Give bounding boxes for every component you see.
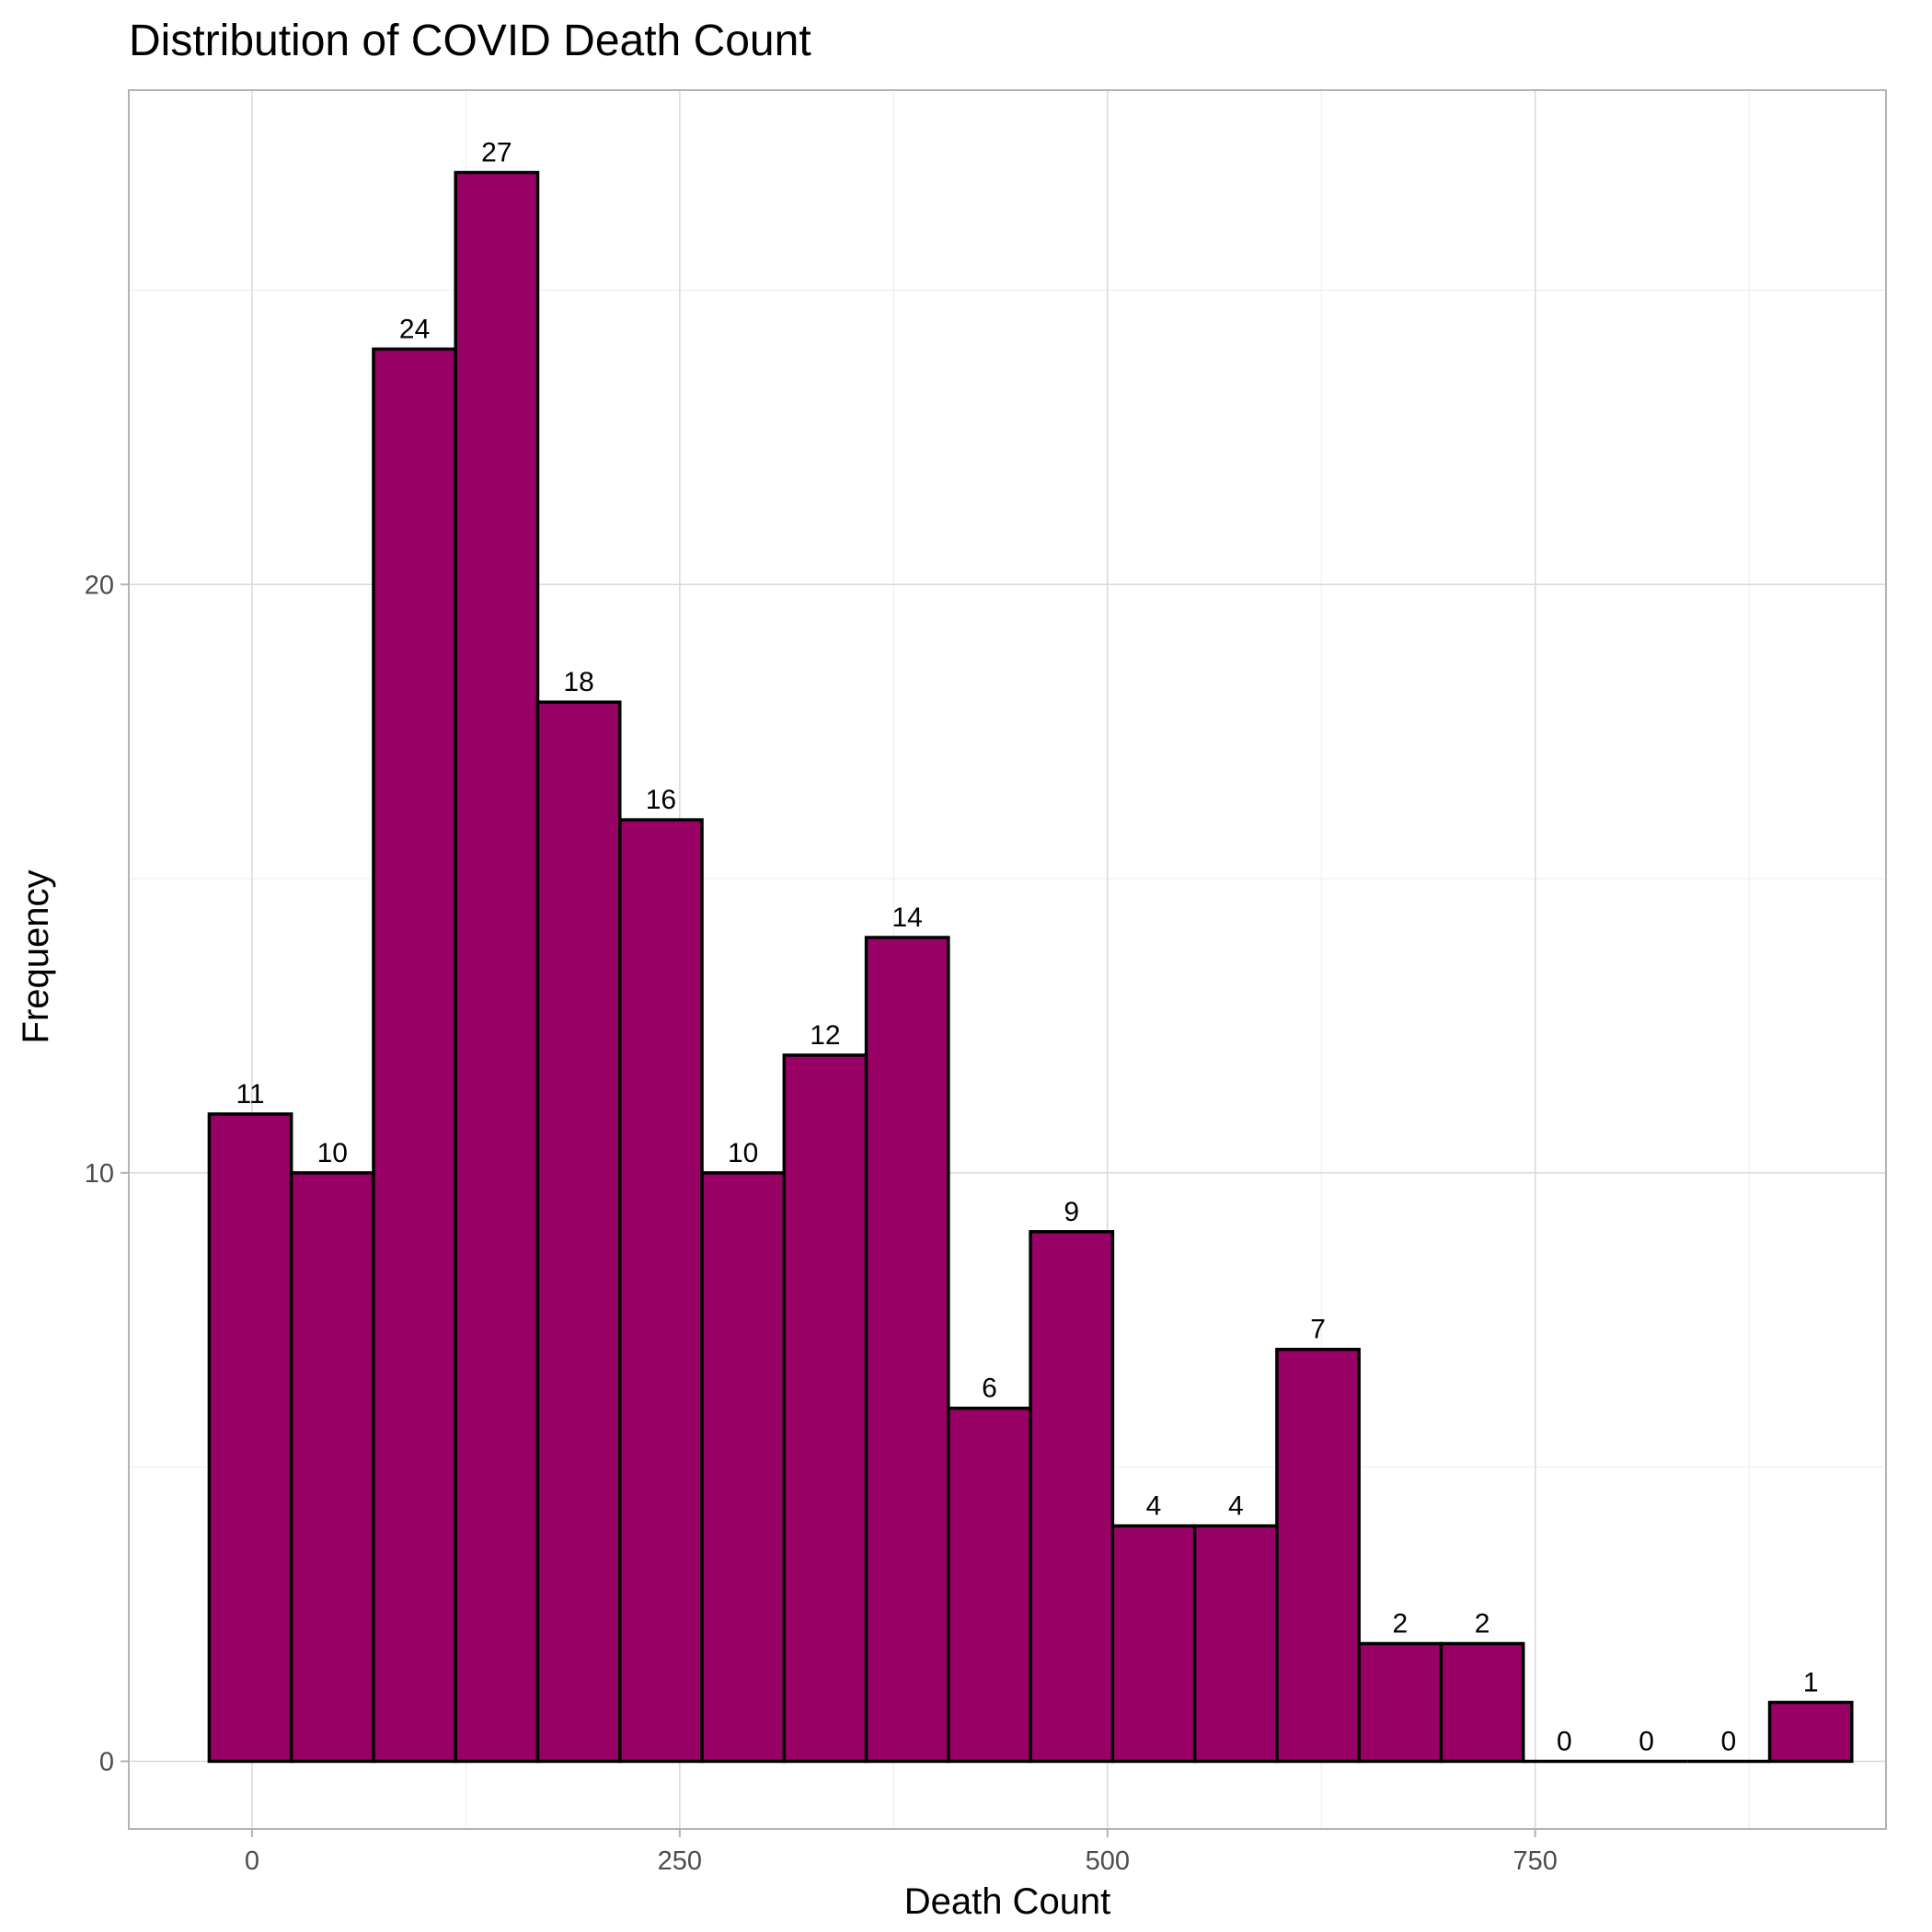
histogram-bar: [618, 818, 704, 1764]
bar-value-label: 6: [982, 1374, 997, 1404]
histogram-bar: [289, 1171, 375, 1764]
axis-ticks: 0 250 500 750 0 10 20: [85, 570, 1558, 1876]
bar-value-label: 27: [481, 138, 512, 168]
bar-value-label: 2: [1475, 1609, 1490, 1639]
bar-value-label: 24: [399, 314, 430, 344]
histogram-bar: [1029, 1230, 1115, 1764]
bar-value-label: 10: [317, 1138, 348, 1168]
x-tick-label: 500: [1086, 1846, 1130, 1876]
histogram-bar: [1767, 1700, 1854, 1764]
y-tick-label: 0: [99, 1747, 114, 1777]
histogram-bar: [535, 700, 622, 1764]
bar-value-label: 1: [1803, 1667, 1819, 1697]
histogram-bar: [1110, 1524, 1197, 1764]
bar-value-label: 16: [646, 785, 676, 815]
bar-value-label: 0: [1557, 1726, 1572, 1756]
bar-value-label: 4: [1146, 1491, 1162, 1522]
histogram-bar: [207, 1112, 293, 1764]
bar-value-label: 7: [1310, 1315, 1326, 1345]
chart-title: Distribution of COVID Death Count: [129, 17, 811, 65]
x-axis-title: Death Count: [904, 1881, 1111, 1922]
bars: [207, 170, 1854, 1764]
x-tick-label: 0: [245, 1846, 259, 1876]
histogram-bar: [1275, 1347, 1361, 1764]
bar-value-label: 2: [1392, 1609, 1408, 1639]
bar-value-label: 11: [236, 1079, 264, 1110]
histogram-bar: [1439, 1641, 1525, 1764]
bar-value-label: 9: [1064, 1197, 1079, 1227]
histogram-bar: [372, 347, 457, 1764]
bar-value-label: 14: [892, 903, 923, 933]
histogram-bar: [454, 170, 540, 1764]
histogram-bar: [1357, 1641, 1443, 1764]
x-tick-label: 750: [1513, 1846, 1558, 1876]
bar-value-label: 0: [1639, 1726, 1654, 1756]
bar-value-label: 12: [810, 1020, 840, 1051]
x-tick-label: 250: [658, 1846, 702, 1876]
histogram-bar: [947, 1406, 1032, 1764]
y-tick-label: 20: [85, 570, 114, 600]
histogram-bar: [782, 1053, 868, 1764]
bar-value-label: 10: [728, 1138, 758, 1168]
histogram-bar: [700, 1171, 787, 1764]
bar-value-label: 4: [1228, 1491, 1244, 1522]
panel-border: [128, 89, 1887, 1830]
data-labels: 11 10 24 27 18 16 10 12 14 6 9 4 4 7 2 2 0 0 0 1: [236, 138, 1818, 1757]
y-tick-label: 10: [85, 1159, 114, 1189]
bar-value-label: 18: [563, 667, 593, 697]
histogram-bar: [1192, 1524, 1279, 1764]
y-axis-title: Frequency: [16, 870, 56, 1044]
histogram-bar: [864, 936, 950, 1764]
bar-value-label: 0: [1721, 1726, 1737, 1756]
